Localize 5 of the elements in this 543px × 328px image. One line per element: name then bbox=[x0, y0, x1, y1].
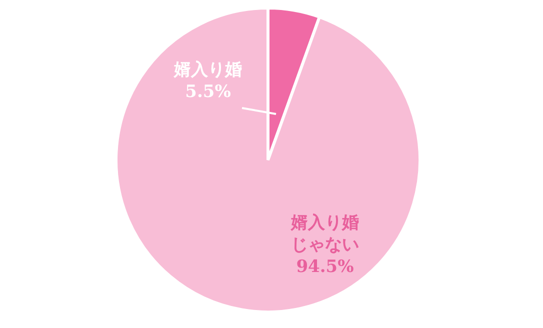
slice-label: 婿入り婚 bbox=[173, 60, 242, 80]
data-label: 5.5% bbox=[185, 82, 231, 102]
slice-label: 婿入り婚じゃない bbox=[290, 213, 359, 255]
data-label: 94.5% bbox=[296, 257, 354, 277]
pie-slice bbox=[114, 6, 422, 314]
